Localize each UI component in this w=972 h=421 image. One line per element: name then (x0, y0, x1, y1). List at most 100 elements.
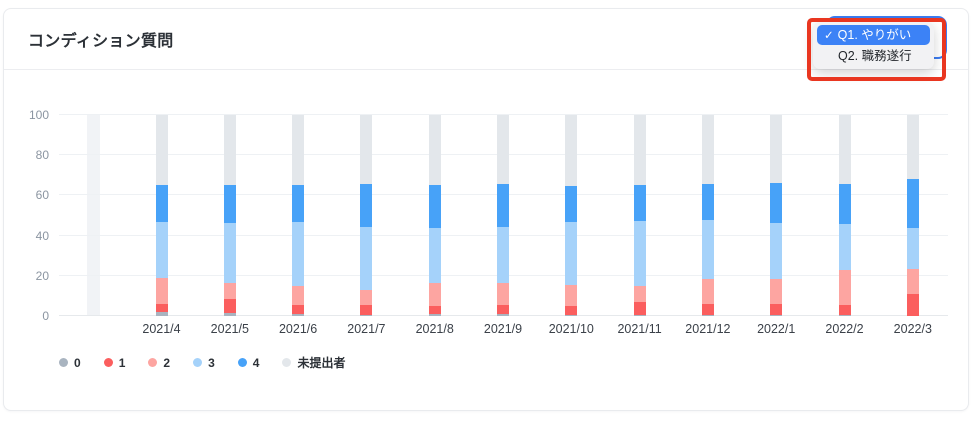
legend-label: 4 (252, 355, 260, 370)
bar-2022/2-seg-3 (838, 223, 851, 270)
bar-2021/7-seg-1 (360, 304, 373, 315)
bar-2021/10-seg-1 (565, 305, 578, 315)
menu-item-q1[interactable]: ✓ Q1. やりがい (817, 25, 930, 45)
bar-2021/4-seg-2 (155, 277, 168, 304)
bar-2021/6-seg-未提出者 (292, 115, 305, 186)
bar-2021/9-seg-0 (497, 314, 509, 316)
bar-2022/3-seg-2 (906, 268, 919, 294)
bar-2021/4-seg-未提出者 (155, 115, 168, 186)
bar-2021/8-seg-0 (428, 314, 441, 316)
bar-2022/3-seg-3 (906, 227, 919, 269)
x-tick-label-2021/4: 2021/4 (142, 322, 181, 336)
bar-2021/12-seg-3 (701, 219, 714, 279)
legend-item-未提出者: 未提出者 (282, 354, 345, 371)
legend-label: 2 (163, 355, 171, 370)
bar-2021/10-seg-3 (565, 221, 578, 285)
page-title: コンディション質問 (28, 33, 174, 50)
menu-item-q1-label: Q1. やりがい (837, 28, 912, 42)
bar-2021/7-seg-0 (360, 315, 373, 316)
bar-2021/10 (565, 115, 578, 316)
bar-2021/10-seg-2 (565, 284, 578, 306)
legend-label: 3 (208, 355, 215, 370)
bar-2022/3-seg-4 (906, 179, 919, 228)
plot-area (59, 114, 948, 316)
x-tick-label-2021/11: 2021/11 (617, 322, 662, 336)
bar-2021/5-seg-1 (223, 298, 236, 313)
y-tick-label-40: 40 (35, 228, 49, 243)
bar-2021/10-seg-4 (565, 186, 578, 222)
x-axis: 2021/4 2021/5 2021/6 2021/7 2021/8 2021/9 2021… (59, 322, 948, 338)
bar-2021/12-seg-1 (701, 303, 714, 315)
bar-2021/9-seg-4 (497, 184, 509, 227)
bar-2022/3-seg-1 (906, 293, 919, 316)
legend-item-0: 0 (59, 356, 81, 370)
bar-2021/8-seg-4 (428, 185, 441, 228)
bar-2021/5-seg-3 (223, 222, 236, 283)
bar-2021/9 (497, 115, 509, 316)
bar-2022/1-seg-1 (770, 303, 783, 315)
y-axis: 0 20 40 60 80 100 (4, 108, 49, 323)
y-tick-label-20: 20 (35, 268, 49, 283)
bar-2022/2-seg-2 (838, 269, 851, 305)
bar-2021/12-seg-4 (701, 184, 714, 220)
condition-question-card: コンディション質問 ✓ Q1. やりがい Q2. 職務遂行 0 20 40 60 80 10… (3, 8, 969, 411)
legend-dot-icon (148, 358, 158, 367)
gridline-100 (59, 114, 948, 115)
bar-2022/3-seg-未提出者 (906, 115, 919, 180)
bar-2021/6-seg-2 (292, 285, 305, 305)
x-tick-label-2021/5: 2021/5 (210, 322, 249, 336)
legend-dot-icon (193, 358, 203, 367)
bar-2021/8 (428, 115, 441, 316)
legend-label: 1 (118, 355, 126, 370)
bar-2021/11-seg-2 (633, 285, 646, 302)
legend-item-4: 4 (237, 355, 260, 370)
bar-2022/2 (838, 115, 851, 316)
bar-2021/11-seg-1 (633, 301, 646, 315)
x-tick-label-2022/2: 2022/2 (825, 322, 864, 336)
bar-2022/1 (770, 115, 783, 316)
question-dropdown-menu: ✓ Q1. やりがい Q2. 職務遂行 (813, 22, 934, 69)
card-header: コンディション質問 (4, 9, 968, 70)
bar-2021/5-seg-2 (223, 282, 236, 299)
x-tick-label-2021/8: 2021/8 (415, 322, 454, 336)
bar-2022/1-seg-未提出者 (770, 115, 783, 184)
legend-dot-icon (282, 358, 292, 367)
bar-2022/1-seg-2 (770, 278, 783, 304)
bar-2021/6-seg-0 (292, 314, 305, 316)
legend-dot-icon (103, 358, 113, 367)
bar-2022/1-seg-3 (770, 222, 783, 279)
menu-item-q2[interactable]: Q2. 職務遂行 (817, 46, 930, 66)
x-tick-label-2021/7: 2021/7 (347, 322, 386, 336)
legend-dot-icon (237, 358, 247, 367)
checkmark-icon: ✓ (824, 30, 834, 42)
legend-dot-icon (59, 358, 68, 367)
y-tick-label-100: 100 (28, 108, 49, 122)
bar-2021/8-seg-2 (428, 282, 441, 306)
x-tick-label-2021/12: 2021/12 (685, 322, 731, 336)
bar-2021/11-seg-0 (633, 315, 646, 316)
bar-2021/7-seg-3 (360, 226, 373, 290)
bar-2021/10-seg-未提出者 (565, 115, 578, 187)
bar-2021/7-seg-4 (360, 184, 373, 227)
legend-item-3: 3 (193, 356, 215, 370)
bar-2022/2-seg-4 (838, 184, 851, 224)
bar-2022/1-seg-4 (770, 183, 783, 223)
bar-2021/4-seg-3 (155, 221, 168, 278)
bar-2021/6-seg-3 (292, 221, 305, 286)
bar-2021/12-seg-0 (701, 315, 714, 316)
bar-2021/11-seg-4 (633, 185, 646, 221)
bar-2021/5-seg-未提出者 (223, 115, 236, 186)
bar-2021/9-seg-3 (497, 226, 509, 283)
bar-2021/11 (633, 115, 646, 316)
bar-2021/4-seg-1 (155, 303, 168, 312)
y-tick-label-0: 0 (42, 309, 49, 323)
bar-2021/12-seg-2 (701, 278, 714, 304)
bar-2021/4-seg-0 (155, 311, 168, 316)
bar-2021/7-seg-未提出者 (360, 115, 373, 185)
bar-2021/4 (155, 115, 168, 316)
bar-2022/1-seg-0 (770, 315, 783, 316)
x-tick-label-2021/9: 2021/9 (483, 322, 523, 336)
bar-2021/12 (701, 115, 714, 316)
bar-2021/11-seg-3 (633, 220, 646, 286)
bar-2021/8-seg-未提出者 (428, 115, 441, 186)
